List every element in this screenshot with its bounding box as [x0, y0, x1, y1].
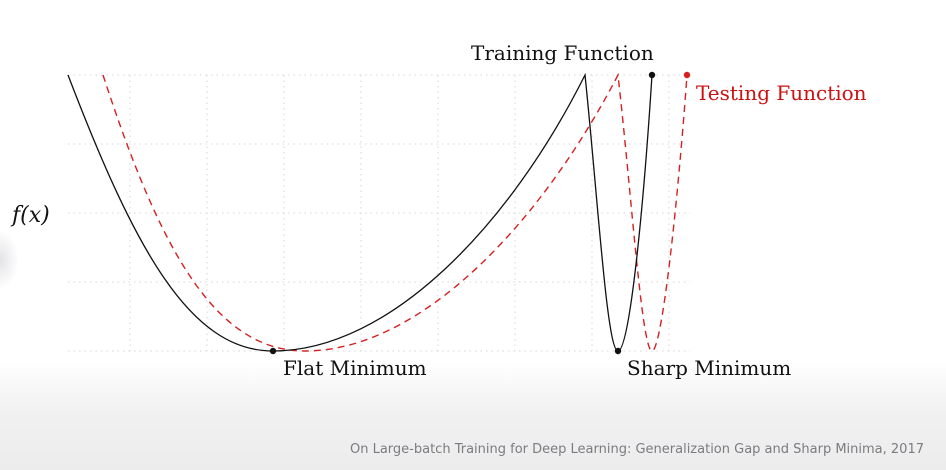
- training-function-legend-dot: [648, 71, 656, 79]
- testing-function-curve: [102, 72, 688, 352]
- flat-minimum-point: [269, 347, 277, 355]
- bottom-gradient: [0, 362, 946, 470]
- testing-function-legend-dot: [683, 71, 691, 79]
- paper-citation: On Large-batch Training for Deep Learnin…: [349, 442, 924, 457]
- grid: [68, 74, 690, 352]
- flat-minimum-label: Flat Minimum: [283, 356, 427, 380]
- y-axis-label: f(x): [10, 203, 50, 228]
- sharp-minimum-label: Sharp Minimum: [627, 356, 791, 380]
- left-edge-shadow: [0, 232, 18, 288]
- sharp-minimum-point: [614, 347, 622, 355]
- training-function-label: Training Function: [471, 41, 654, 65]
- training-function-curve: [67, 72, 653, 352]
- testing-function-label: Testing Function: [696, 81, 867, 105]
